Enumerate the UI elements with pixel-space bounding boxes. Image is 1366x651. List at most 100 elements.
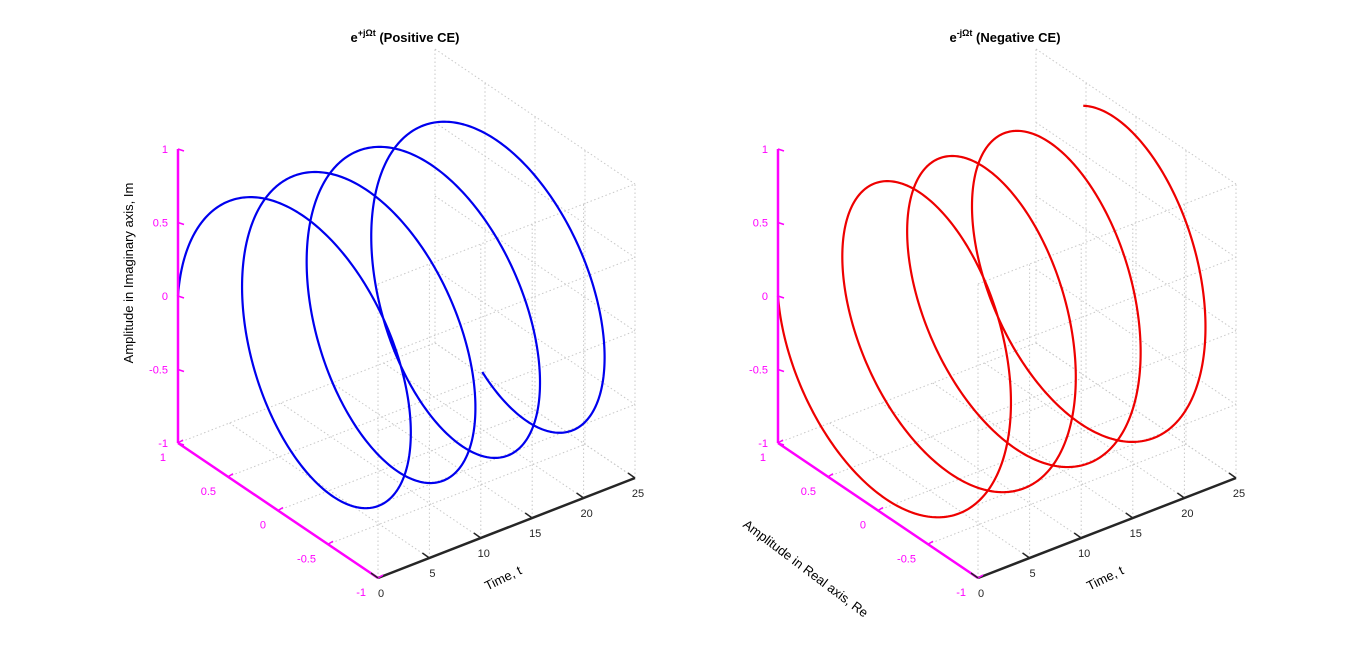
grid-line-wall-x-z	[377, 404, 636, 505]
y-tick-label-left: 0	[378, 588, 384, 600]
z-tick-mark-right	[777, 295, 785, 299]
x-tick-label-right: -0.5	[897, 553, 916, 565]
x-tick-label-right: 0.5	[801, 486, 816, 498]
x-tick-mark-left	[227, 473, 234, 478]
curve-left	[176, 120, 606, 510]
y-tick-mark-right	[1176, 492, 1185, 499]
grid-line-floor-x	[327, 443, 586, 545]
z-tick-mark-right	[777, 148, 785, 152]
z-tick-mark-right	[777, 442, 785, 446]
y-tick-mark-right	[1125, 512, 1134, 519]
y-tick-mark-right	[970, 572, 979, 579]
y-tick-label-left: 10	[478, 548, 490, 560]
ticks-right: 1 0.5 0 -0.5 -1 1 0.5 0 -0.5 -1 0 5 10 15 20 25	[749, 144, 1245, 600]
series-line-left	[176, 120, 606, 510]
grid-line-floor-x	[877, 410, 1137, 511]
x-tick-label-left: 0.5	[201, 486, 216, 498]
grid-line-wall-y-z	[434, 122, 636, 258]
ticks-left: 1 0.5 0 -0.5 -1 1 0.5 0 -0.5 -1 0 5 10 15 20 25	[149, 144, 644, 600]
grid-line-wall-x-z	[977, 257, 1237, 358]
x-tick-mark-right	[827, 473, 834, 478]
y-tick-label-right: 25	[1233, 488, 1245, 500]
y-axis-line-right	[977, 476, 1237, 580]
z-tick-mark-left	[177, 368, 185, 373]
grid-line-wall-x-z	[377, 183, 636, 285]
y-tick-mark-right	[1228, 472, 1237, 479]
y-tick-mark-left	[421, 552, 430, 559]
grid-line-wall-y-z	[1035, 122, 1237, 258]
grid-line-floor-y	[932, 382, 1134, 519]
x-tick-label-left: 0	[260, 520, 266, 532]
x-tick-label-left: 1	[160, 452, 166, 464]
plot-positive-ce: 1 0.5 0 -0.5 -1 1 0.5 0 -0.5 -1 0 5 10 15 20 25 e+jΩt (…	[121, 28, 644, 600]
grid-line-floor-y	[229, 422, 430, 559]
y-tick-mark-left	[370, 572, 379, 579]
series-line-right	[776, 104, 1207, 519]
y-tick-mark-right	[1073, 532, 1082, 539]
y-axis-line-left	[377, 476, 636, 580]
y-tick-mark-left	[473, 532, 482, 539]
y-tick-mark-left	[576, 492, 585, 499]
z-tick-label-left: 1	[162, 144, 168, 156]
x-tick-label-right: 0	[860, 520, 866, 532]
grid-line-wall-y-z	[434, 48, 636, 185]
y-tick-label-left: 5	[429, 568, 435, 580]
z-tick-label-left: -0.5	[149, 365, 168, 377]
grid-line-wall-x-z	[377, 257, 636, 358]
grid-line-wall-y-z	[1035, 269, 1237, 405]
y-tick-label-left: 20	[580, 508, 592, 520]
z-tick-label-left: 0	[162, 291, 168, 303]
grid-line-wall-y-z	[1035, 195, 1237, 332]
x-tick-mark-right	[777, 439, 784, 444]
x-tick-mark-right	[927, 540, 934, 545]
z-tick-mark-left	[177, 221, 185, 226]
grid-line-wall-y-z	[434, 195, 636, 332]
chart-title-left: e+jΩt (Positive CE)	[350, 28, 459, 45]
z-tick-label-right: -0.5	[749, 365, 768, 377]
z-tick-label-right: 0	[762, 291, 768, 303]
x-tick-mark-right	[877, 506, 884, 512]
z-tick-mark-left	[177, 295, 185, 299]
y-tick-label-right: 15	[1130, 528, 1142, 540]
x-tick-mark-left	[327, 540, 334, 545]
y-tick-mark-left	[524, 512, 533, 519]
grid-line-floor-y	[331, 382, 533, 519]
y-tick-mark-right	[1022, 552, 1031, 559]
y-tick-label-right: 0	[978, 588, 984, 600]
z-tick-label-right: 1	[762, 144, 768, 156]
z-tick-label-right: 0.5	[753, 218, 768, 230]
grid-line-wall-y-z	[434, 342, 636, 479]
z-tick-mark-left	[177, 442, 185, 446]
z-tick-mark-right	[777, 221, 785, 226]
z-tick-label-right: -1	[758, 438, 768, 450]
x-tick-mark-left	[377, 574, 384, 579]
grid-lines-right	[777, 48, 1237, 579]
grid-line-wall-x-z	[377, 330, 636, 432]
grid-line-floor-y	[383, 362, 584, 499]
grid-line-floor-x	[827, 376, 1087, 478]
z-tick-mark-right	[777, 368, 785, 373]
x-tick-mark-left	[277, 506, 284, 512]
x-tick-mark-right	[977, 574, 984, 579]
y-axis-label-right: Time, t	[1084, 562, 1126, 593]
grid-line-floor-x	[777, 342, 1037, 444]
x-tick-label-left: -1	[356, 587, 366, 599]
z-tick-mark-left	[177, 148, 185, 152]
grid-line-floor-y	[880, 402, 1082, 539]
grid-line-wall-y-z	[1035, 48, 1237, 185]
grid-line-wall-y-z	[1035, 342, 1237, 479]
grid-line-wall-x-z	[977, 330, 1237, 432]
grid-line-floor-y	[280, 402, 482, 539]
x-axis-label-right: Amplitude in Real axis, Re	[740, 517, 871, 621]
z-tick-label-left: -1	[158, 438, 168, 450]
z-axis-label-left: Amplitude in Imaginary axis, Im	[121, 183, 136, 364]
y-tick-mark-left	[627, 472, 636, 479]
y-axis-label-left: Time, t	[482, 562, 524, 593]
x-tick-label-left: -0.5	[297, 553, 316, 565]
y-tick-label-right: 10	[1078, 548, 1090, 560]
chart-title-right: e-jΩt (Negative CE)	[949, 28, 1060, 45]
grid-line-floor-y	[984, 362, 1185, 499]
x-tick-mark-left	[177, 439, 184, 444]
y-tick-label-right: 5	[1030, 568, 1036, 580]
